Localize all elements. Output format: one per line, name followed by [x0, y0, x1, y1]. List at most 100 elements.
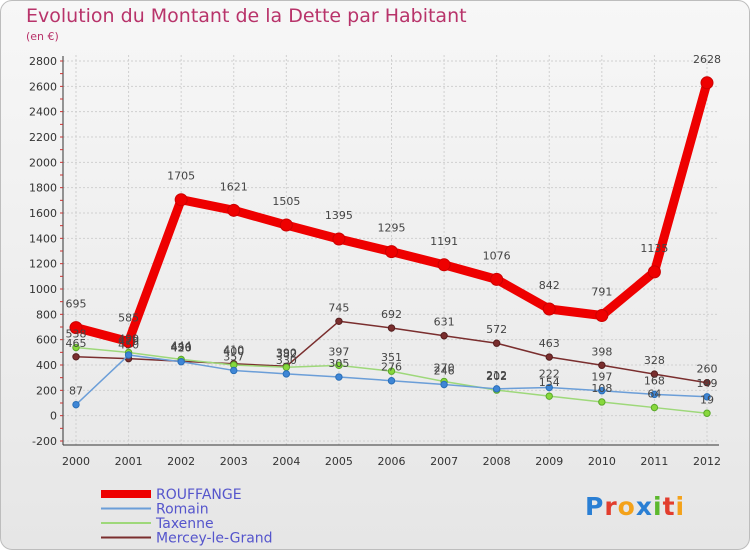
data-label: 1705	[167, 170, 195, 183]
x-tick-label: 2004	[272, 455, 300, 468]
data-label: 538	[66, 328, 87, 341]
data-point	[437, 258, 451, 272]
data-label: 410	[223, 344, 244, 357]
data-label: 2628	[693, 53, 721, 66]
data-point	[492, 339, 501, 347]
data-label: 479	[118, 335, 139, 348]
data-label: 270	[434, 361, 455, 374]
y-tick-label: 1200	[29, 258, 57, 271]
y-tick-label: 1000	[29, 283, 57, 296]
data-point	[282, 370, 291, 378]
data-label: 791	[591, 285, 612, 298]
y-tick-label: 1600	[29, 207, 57, 220]
x-tick-label: 2010	[588, 455, 616, 468]
data-label: 168	[644, 374, 665, 387]
x-tick-label: 2006	[378, 455, 406, 468]
data-point	[492, 385, 501, 393]
data-label: 390	[276, 346, 297, 359]
data-label: 450	[118, 339, 139, 352]
data-point	[335, 361, 343, 370]
logo-letter: P	[585, 492, 605, 521]
data-point	[335, 317, 343, 325]
data-label: 1076	[483, 249, 511, 262]
data-label: 276	[381, 361, 402, 374]
data-point	[545, 353, 553, 361]
data-label: 149	[697, 377, 718, 390]
data-point	[387, 367, 396, 375]
y-tick-label: 2400	[29, 106, 57, 119]
data-label: 1621	[220, 180, 248, 193]
y-tick-label: 2000	[29, 156, 57, 169]
y-tick-label: 2600	[29, 80, 57, 93]
data-label: 572	[486, 323, 507, 336]
x-tick-label: 2000	[62, 455, 90, 468]
x-tick-label: 2011	[640, 455, 668, 468]
logo-letter: t	[662, 492, 676, 521]
data-label: 19	[700, 393, 714, 406]
data-point	[72, 400, 80, 409]
x-tick-label: 2001	[115, 455, 143, 468]
data-label: 499	[118, 332, 139, 345]
logo-letter: i	[675, 492, 686, 521]
data-point	[385, 245, 398, 259]
data-label: 260	[697, 363, 718, 376]
data-label: 745	[328, 301, 349, 314]
data-label: 430	[171, 341, 192, 354]
y-tick-label: 2200	[29, 131, 57, 144]
data-point	[598, 387, 606, 395]
data-label: 328	[644, 354, 665, 367]
data-point	[598, 361, 606, 369]
data-label: 212	[486, 369, 507, 382]
data-label: 1191	[430, 235, 458, 248]
x-tick-label: 2005	[325, 455, 353, 468]
x-tick-label: 2007	[430, 455, 458, 468]
logo-letter: o	[617, 492, 636, 521]
data-point	[490, 272, 504, 286]
data-point	[545, 392, 553, 400]
data-point	[700, 76, 714, 90]
data-point	[650, 390, 659, 399]
data-label: 398	[591, 345, 612, 358]
data-label: 426	[171, 342, 192, 355]
logo-letter: i	[653, 492, 663, 521]
data-label: 585	[118, 312, 139, 325]
data-label: 222	[539, 368, 560, 381]
data-point	[174, 193, 188, 207]
data-label: 246	[434, 365, 455, 378]
y-tick-label: -200	[32, 435, 57, 448]
data-label: 1395	[325, 209, 353, 222]
y-tick-label: 1800	[29, 182, 57, 195]
legend-label: Romain	[156, 502, 209, 518]
data-point	[387, 377, 396, 385]
data-point	[598, 398, 606, 406]
data-label: 330	[276, 354, 297, 367]
legend-label: ROUFFANGE	[156, 487, 242, 503]
data-label: 397	[328, 345, 349, 358]
data-point	[72, 343, 80, 352]
data-point	[440, 332, 448, 340]
data-point	[650, 403, 659, 412]
label-layer: 695 585 1705 1621 1505 1395 1295 1191 1076 842 791…	[66, 53, 722, 406]
data-point	[122, 335, 136, 349]
data-label: 351	[381, 351, 402, 364]
data-label: 400	[223, 345, 244, 358]
data-label: 465	[66, 337, 87, 350]
grid-layer	[63, 55, 719, 445]
x-tick-label: 2009	[535, 455, 563, 468]
data-point	[335, 373, 343, 381]
y-tick-label: 400	[36, 359, 57, 372]
data-label: 1505	[272, 195, 300, 208]
data-label: 692	[381, 308, 402, 321]
data-label: 444	[171, 339, 192, 352]
data-point	[332, 232, 346, 246]
x-tick-label: 2003	[220, 455, 248, 468]
data-point	[542, 302, 556, 316]
y-tick-label: 1400	[29, 232, 57, 245]
chart-subtitle: (en €)	[26, 30, 59, 43]
data-point	[177, 358, 185, 366]
data-label: 87	[69, 385, 83, 398]
series-layer	[69, 76, 714, 417]
axis-layer: -200 0 200 400 600 800 1000 1200 1400 1600 1800 200…	[29, 55, 721, 468]
